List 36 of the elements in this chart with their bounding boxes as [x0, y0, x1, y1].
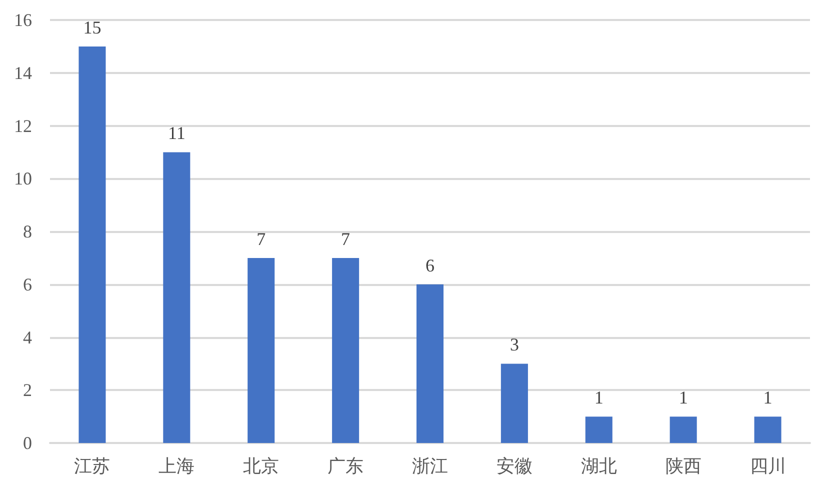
bar	[500, 364, 528, 443]
y-tick-label: 10	[14, 168, 32, 189]
data-label: 3	[510, 334, 519, 355]
bar	[670, 416, 697, 443]
bar	[248, 258, 275, 443]
data-label: 1	[763, 388, 772, 408]
y-tick-label: 14	[14, 62, 32, 83]
data-label: 1	[594, 388, 604, 408]
data-label: 15	[83, 17, 102, 38]
bar	[163, 152, 190, 443]
x-tick-label: 浙江	[412, 456, 448, 476]
y-tick-label: 4	[23, 327, 32, 348]
bar	[416, 284, 444, 443]
data-label: 7	[256, 228, 266, 249]
x-tick-label: 湖北	[580, 456, 617, 476]
x-tick-label: 安徽	[496, 456, 532, 476]
data-label: 11	[168, 123, 186, 144]
bar	[332, 258, 360, 443]
y-tick-label: 2	[23, 380, 32, 400]
data-label: 6	[426, 255, 434, 276]
x-tick-label: 北京	[243, 456, 280, 476]
y-tick-label: 12	[14, 116, 32, 136]
x-tick-label: 广东	[328, 456, 364, 476]
y-tick-label: 16	[14, 10, 32, 30]
x-tick-label: 四川	[750, 456, 786, 476]
y-tick-label: 8	[23, 222, 32, 242]
y-tick-label: 6	[23, 274, 32, 294]
x-tick-label: 陕西	[665, 456, 702, 476]
data-label: 7	[341, 228, 350, 249]
x-tick-label: 上海	[158, 456, 195, 476]
y-tick-label: 0	[23, 433, 32, 453]
x-tick-label: 江苏	[74, 456, 110, 476]
bar	[585, 416, 612, 443]
bar	[78, 46, 106, 443]
data-label: 1	[678, 388, 688, 408]
bar	[754, 416, 782, 443]
